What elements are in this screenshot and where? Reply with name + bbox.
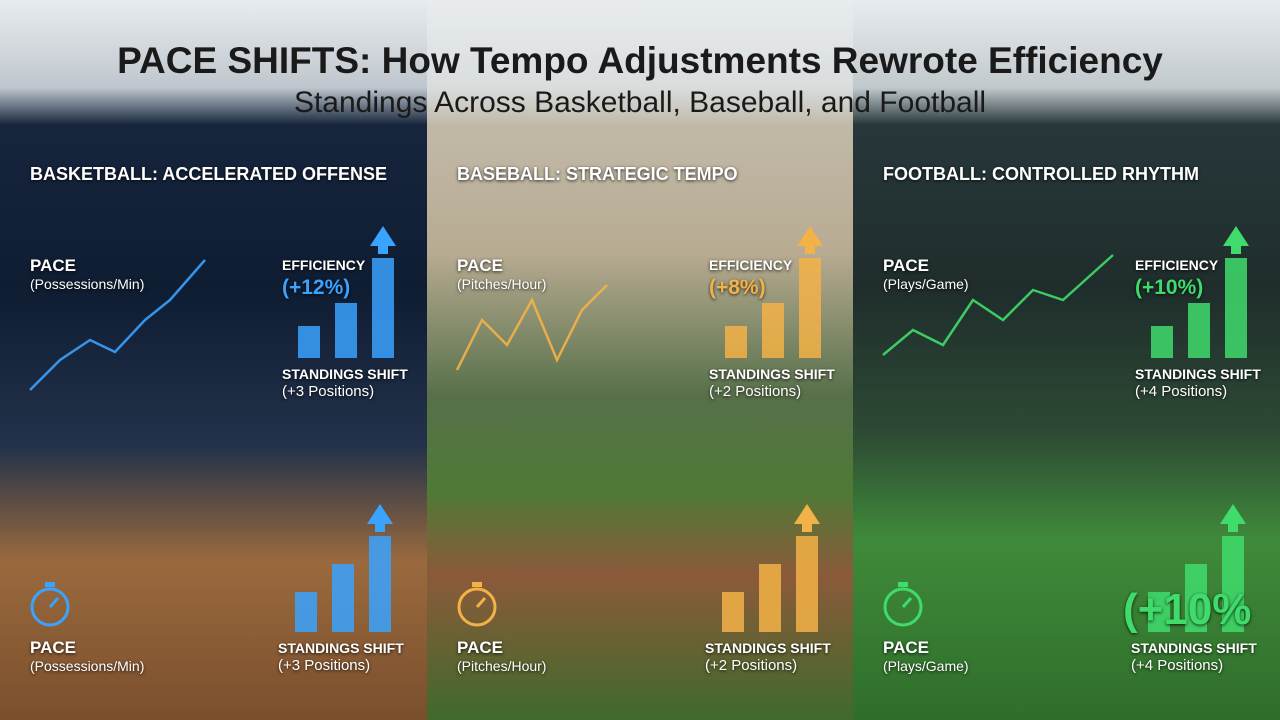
stopwatch-icon: [901, 597, 913, 608]
bar-graphic: [799, 258, 821, 358]
footer-pace-unit: (Possessions/Min): [30, 658, 145, 674]
footer-standings-value: (+3 Positions): [278, 657, 371, 674]
stopwatch-icon: [883, 587, 923, 627]
stopwatch-icon: [30, 587, 70, 627]
standings-value: (+3 Positions): [282, 383, 375, 400]
pace-label: PACE: [30, 256, 76, 275]
footer-standings-label: STANDINGS SHIFT: [1131, 640, 1257, 656]
arrow: [797, 226, 823, 254]
pace-unit: (Pitches/Hour): [457, 276, 547, 292]
footer-pace-label: PACE: [883, 638, 929, 657]
bar-graphic: [298, 326, 320, 358]
stopwatch-icon: [472, 582, 482, 587]
bar-graphic: [372, 258, 394, 358]
heading: BASKETBALL: ACCELERATED OFFENSE: [30, 164, 387, 184]
standings-value: (+2 Positions): [709, 383, 802, 400]
subtitle: Standings Across Basketball, Baseball, a…: [293, 86, 987, 119]
standings-value: (+4 Positions): [1135, 383, 1228, 400]
bar-graphic: [1222, 536, 1244, 632]
bar-graphic: [335, 303, 357, 358]
trend-line: [882, 254, 1114, 356]
footer-pace-label: PACE: [457, 638, 503, 657]
standings-label: STANDINGS SHIFT: [709, 366, 835, 382]
bar-graphic: [759, 564, 781, 632]
footer-pace-unit: (Plays/Game): [883, 658, 969, 674]
bar-graphic: [796, 536, 818, 632]
footer-pace-unit: (Pitches/Hour): [457, 658, 547, 674]
efficiency-label: EFFICIENCY: [709, 257, 793, 273]
bar-graphic: [295, 592, 317, 632]
heading: FOOTBALL: CONTROLLED RHYTHM: [883, 164, 1199, 184]
arrow: [370, 226, 396, 254]
standings-label: STANDINGS SHIFT: [282, 366, 408, 382]
efficiency-value: (+8%): [709, 276, 766, 299]
pace-unit: (Plays/Game): [883, 276, 969, 292]
standings-label: STANDINGS SHIFT: [1135, 366, 1261, 382]
efficiency-value: (+10%): [1135, 276, 1204, 299]
bar-graphic: [762, 303, 784, 358]
arrow: [1220, 504, 1246, 532]
title: PACE SHIFTS: How Tempo Adjustments Rewro…: [117, 40, 1163, 81]
pace-label: PACE: [457, 256, 503, 275]
bar-graphic: [1188, 303, 1210, 358]
footer-standings-value: (+4 Positions): [1131, 657, 1224, 674]
stopwatch-icon: [48, 597, 60, 608]
footer-efficiency-value: (+10%: [1123, 585, 1252, 634]
stopwatch-icon: [475, 597, 487, 608]
footer-pace-label: PACE: [30, 638, 76, 657]
arrow: [794, 504, 820, 532]
footer-standings-label: STANDINGS SHIFT: [278, 640, 404, 656]
bar-graphic: [332, 564, 354, 632]
trend-line: [455, 284, 608, 371]
bar-graphic: [722, 592, 744, 632]
bar-graphic: [1225, 258, 1247, 358]
pace-label: PACE: [883, 256, 929, 275]
stopwatch-icon: [457, 587, 497, 627]
bar-graphic: [725, 326, 747, 358]
stopwatch-icon: [898, 582, 908, 587]
efficiency-label: EFFICIENCY: [282, 257, 366, 273]
footer-standings-value: (+2 Positions): [705, 657, 798, 674]
bar-graphic: [369, 536, 391, 632]
trend-line: [29, 259, 206, 391]
bar-graphic: [1151, 326, 1173, 358]
bar-graphic: [1148, 592, 1170, 632]
footer-standings-label: STANDINGS SHIFT: [705, 640, 831, 656]
pace-unit: (Possessions/Min): [30, 276, 145, 292]
heading: BASEBALL: STRATEGIC TEMPO: [457, 164, 738, 184]
header-bg: [0, 0, 1280, 125]
efficiency-label: EFFICIENCY: [1135, 257, 1219, 273]
bar-graphic: [1185, 564, 1207, 632]
arrow: [1223, 226, 1249, 254]
stopwatch-icon: [45, 582, 55, 587]
efficiency-value: (+12%): [282, 276, 351, 299]
arrow: [367, 504, 393, 532]
